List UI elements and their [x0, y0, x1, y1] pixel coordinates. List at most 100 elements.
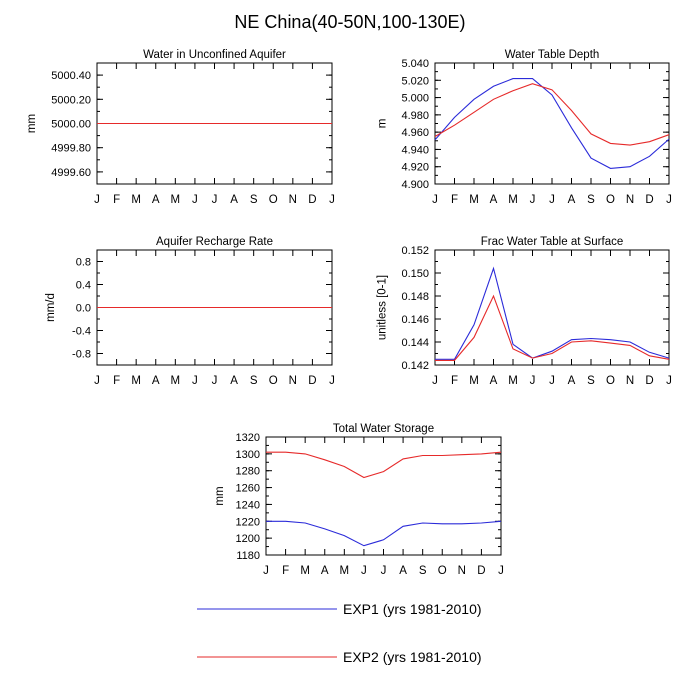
x-tick-label: A — [568, 194, 576, 206]
x-tick-label: M — [131, 375, 141, 387]
y-tick-label: -0.4 — [72, 326, 91, 338]
y-tick-label: 4999.80 — [51, 143, 91, 155]
x-tick-label: O — [606, 375, 615, 387]
panel-title: Total Water Storage — [333, 423, 434, 435]
y-tick-label: 5.040 — [401, 58, 429, 70]
x-tick-label: N — [626, 375, 634, 387]
x-tick-label: D — [308, 375, 316, 387]
x-tick-label: J — [263, 565, 269, 577]
y-tick-label: 5000.40 — [51, 70, 91, 82]
x-tick-label: J — [549, 375, 555, 387]
x-tick-label: J — [498, 565, 504, 577]
x-tick-label: J — [94, 194, 100, 206]
x-tick-label: F — [113, 194, 120, 206]
legend-label-2: EXP2 (yrs 1981-2010) — [343, 649, 482, 665]
x-tick-label: J — [666, 375, 672, 387]
y-tick-label: 0.0 — [76, 303, 91, 315]
panel-title: Aquifer Recharge Rate — [156, 236, 273, 248]
x-tick-label: N — [289, 194, 297, 206]
x-tick-label: N — [458, 565, 466, 577]
x-tick-label: J — [192, 194, 198, 206]
x-tick-label: S — [587, 375, 595, 387]
series-line-2 — [266, 451, 502, 479]
x-tick-label: A — [230, 194, 238, 206]
y-tick-label: 0.142 — [401, 360, 429, 372]
series-line-2 — [434, 83, 670, 146]
x-tick-label: S — [587, 194, 595, 206]
y-tick-label: 0.148 — [401, 291, 429, 303]
y-tick-label: 0.146 — [401, 314, 429, 326]
x-tick-label: F — [451, 375, 458, 387]
y-tick-label: 4.920 — [401, 162, 429, 174]
x-tick-label: J — [329, 194, 335, 206]
x-tick-label: J — [329, 375, 335, 387]
x-tick-label: M — [508, 194, 518, 206]
y-tick-label: 1300 — [236, 449, 260, 461]
x-tick-label: A — [152, 194, 160, 206]
x-tick-label: J — [549, 194, 555, 206]
x-tick-label: S — [250, 375, 258, 387]
x-tick-label: O — [269, 375, 278, 387]
x-tick-label: J — [212, 375, 218, 387]
x-tick-label: F — [451, 194, 458, 206]
y-tick-label: 4.900 — [401, 179, 429, 191]
x-tick-label: O — [269, 194, 278, 206]
x-tick-label: D — [645, 194, 653, 206]
y-tick-label: 1260 — [236, 483, 260, 495]
x-tick-label: J — [530, 375, 536, 387]
x-tick-label: M — [469, 375, 479, 387]
x-tick-label: N — [626, 194, 634, 206]
x-tick-label: F — [113, 375, 120, 387]
y-axis-label: unitless [0-1] — [377, 275, 389, 340]
x-tick-label: M — [469, 194, 479, 206]
x-tick-label: J — [192, 375, 198, 387]
x-tick-label: A — [568, 375, 576, 387]
x-tick-label: D — [645, 375, 653, 387]
x-tick-label: O — [438, 565, 447, 577]
x-tick-label: J — [94, 375, 100, 387]
plot-frame — [434, 62, 670, 185]
panel-title: Water Table Depth — [505, 49, 600, 61]
x-tick-label: J — [432, 194, 438, 206]
y-tick-label: 1240 — [236, 499, 260, 511]
panel-title: Water in Unconfined Aquifer — [143, 49, 286, 61]
series-line-1 — [434, 78, 670, 169]
figure-title: NE China(40-50N,100-130E) — [234, 12, 466, 32]
y-tick-label: 0.144 — [401, 337, 429, 349]
x-tick-label: A — [230, 375, 238, 387]
y-tick-label: 1200 — [236, 533, 260, 545]
x-tick-label: J — [212, 194, 218, 206]
series-line-1 — [435, 266, 670, 360]
x-tick-label: M — [300, 565, 310, 577]
y-tick-label: 4.940 — [401, 144, 429, 156]
x-tick-label: M — [508, 375, 518, 387]
y-axis-label: mm/d — [45, 293, 57, 322]
x-tick-label: A — [399, 565, 407, 577]
x-tick-label: A — [321, 565, 329, 577]
x-tick-label: M — [131, 194, 141, 206]
series-line-2 — [435, 294, 670, 361]
x-tick-label: M — [171, 375, 181, 387]
y-tick-label: 1220 — [236, 516, 260, 528]
x-tick-label: J — [530, 194, 536, 206]
y-tick-label: 4.960 — [401, 127, 429, 139]
y-tick-label: 5000.00 — [51, 119, 91, 131]
x-tick-label: S — [419, 565, 427, 577]
y-tick-label: 1180 — [236, 550, 260, 562]
y-tick-label: 0.8 — [76, 257, 91, 269]
x-tick-label: J — [361, 565, 367, 577]
x-tick-label: J — [381, 565, 387, 577]
x-tick-label: J — [666, 194, 672, 206]
y-tick-label: -0.8 — [72, 349, 91, 361]
y-axis-label: mm — [26, 114, 38, 133]
panel-title: Frac Water Table at Surface — [481, 236, 624, 248]
x-tick-label: D — [477, 565, 485, 577]
y-tick-label: 5000.20 — [51, 94, 91, 106]
x-tick-label: A — [490, 194, 498, 206]
y-tick-label: 1280 — [236, 466, 260, 478]
y-tick-label: 4.980 — [401, 110, 429, 122]
y-tick-label: 5.000 — [401, 93, 429, 105]
y-tick-label: 5.020 — [401, 75, 429, 87]
x-tick-label: M — [340, 565, 350, 577]
